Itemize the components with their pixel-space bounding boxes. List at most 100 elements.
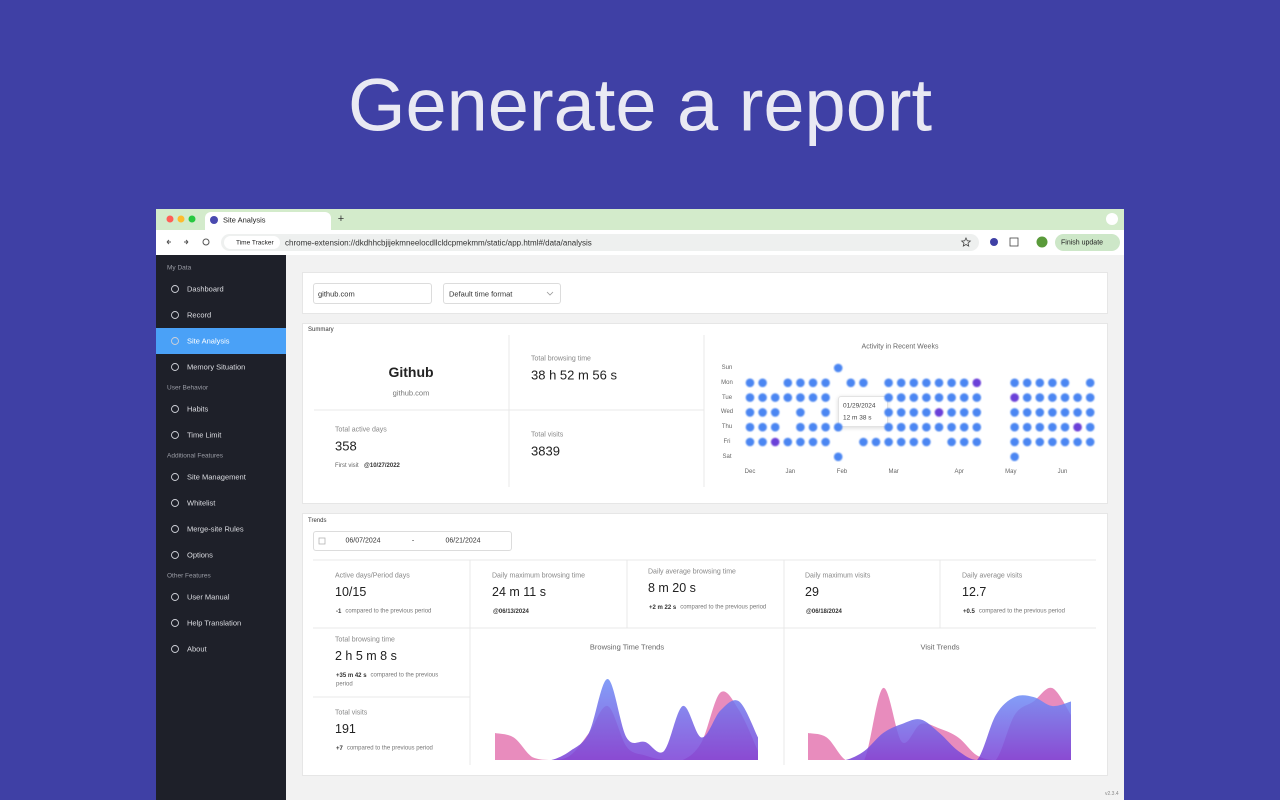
sidebar-group-label: Other Features <box>167 572 211 580</box>
sidebar-item[interactable]: Record <box>187 310 212 320</box>
month-label: Mar <box>888 469 899 475</box>
sidebar-item[interactable]: Help Translation <box>187 618 242 628</box>
day-label: Sun <box>721 365 733 371</box>
date-range[interactable] <box>313 531 512 551</box>
sidebar-item[interactable]: Options <box>187 550 213 560</box>
stat-value: 3839 <box>531 443 560 459</box>
stat-value: 29 <box>805 585 819 599</box>
day-label: Tue <box>721 394 733 401</box>
month-label: May <box>1005 469 1017 475</box>
version: v2.3.4 <box>1105 791 1119 797</box>
heatmap-title: Activity in Recent Weeks <box>861 343 939 351</box>
day-label: Sat <box>722 453 732 460</box>
sidebar-group-label: User Behavior <box>167 384 209 392</box>
stat-note: compared to the previous period <box>336 672 439 688</box>
summary-card <box>302 323 1108 504</box>
stat-delta: +2 m 22 s <box>649 605 677 611</box>
sidebar-item[interactable]: Merge-site Rules <box>187 524 244 534</box>
sidebar-item[interactable]: Site Management <box>187 472 246 482</box>
stat-note: compared to the previous period <box>680 604 767 611</box>
section-label: Trends <box>308 518 327 524</box>
url: chrome-extension://dkdhhcbjijekmneelocdl… <box>285 238 592 247</box>
month-label: Feb <box>836 469 848 475</box>
chart-title: Browsing Time Trends <box>589 642 665 652</box>
trends-card <box>302 513 1108 776</box>
stat-label: Total visits <box>531 431 564 439</box>
month-label: Dec <box>744 469 756 475</box>
stat-note: compared to the previous period <box>978 608 1065 615</box>
new-tab[interactable]: + <box>337 213 345 225</box>
site-chip <box>224 236 280 249</box>
day-label: Mon <box>721 379 733 386</box>
day-label: Thu <box>721 424 733 431</box>
tooltip-date: 01/29/2024 <box>843 402 876 410</box>
stat-delta: @06/13/2024 <box>493 609 529 615</box>
headline: Generate a report <box>347 63 933 147</box>
day-label: Fri <box>723 439 731 445</box>
stat-label: Daily average browsing time <box>648 568 736 576</box>
range-separator: - <box>411 537 415 545</box>
tab[interactable] <box>205 212 331 230</box>
sidebar-item[interactable]: Time Limit <box>187 430 222 440</box>
stat-label: Total browsing time <box>335 636 395 644</box>
chart-title: Visit Trends <box>920 642 960 652</box>
range-end: 06/21/2024 <box>445 537 481 545</box>
site-chip-label: Time Tracker <box>236 239 274 246</box>
stat-note: compared to the previous period <box>345 608 432 615</box>
sidebar-group-label: My Data <box>167 264 192 272</box>
stat-label: Daily average visits <box>962 572 1023 580</box>
stat-value: 191 <box>335 722 356 736</box>
stat-note: First visit <box>335 463 359 469</box>
stat-note-value: @10/27/2022 <box>364 463 400 469</box>
format-select[interactable] <box>443 283 561 304</box>
sidebar-item[interactable]: Whitelist <box>187 498 216 508</box>
stat-note: compared to the previous period <box>346 745 433 752</box>
filter-card <box>302 272 1108 314</box>
tooltip-time: 12 m 38 s <box>843 414 872 422</box>
stat-value: 358 <box>335 438 357 454</box>
stat-delta: @06/18/2024 <box>806 609 842 615</box>
range-start: 06/07/2024 <box>345 537 381 545</box>
sidebar-item[interactable]: Dashboard <box>187 284 224 294</box>
stat-label: Daily maximum visits <box>805 572 871 580</box>
site-select[interactable] <box>313 283 432 304</box>
month-label: Jun <box>1057 469 1068 475</box>
sidebar-item[interactable]: Memory Situation <box>187 362 246 372</box>
omnibox[interactable] <box>221 234 979 251</box>
update-label: Finish update <box>1061 239 1104 246</box>
site-host: github.com <box>392 388 430 398</box>
sidebar-item[interactable]: About <box>187 644 207 654</box>
stat-delta: -1 <box>336 609 342 615</box>
section-label: Summary <box>308 327 334 333</box>
tooltip <box>838 396 888 427</box>
profile-initial: V <box>1039 239 1045 246</box>
sidebar-group-label: Additional Features <box>167 452 224 460</box>
site-name: Github <box>388 364 434 380</box>
format-select-value: Default time format <box>449 289 513 298</box>
sidebar-item[interactable]: User Manual <box>187 592 230 602</box>
stat-delta: +0.5 <box>963 609 975 615</box>
sidebar-item[interactable]: Site Analysis <box>187 336 230 346</box>
stat-value: 2 h 5 m 8 s <box>335 649 397 663</box>
stat-label: Total browsing time <box>531 355 591 363</box>
tab-bar <box>156 209 1124 230</box>
stat-delta: +35 m 42 s <box>336 673 367 679</box>
stat-delta: +7 <box>336 746 343 752</box>
month-label: Jan <box>785 469 796 475</box>
stat-label: Total active days <box>335 426 387 434</box>
month-label: Apr <box>954 469 964 475</box>
stat-value: 24 m 11 s <box>492 585 546 599</box>
stat-label: Active days/Period days <box>335 572 410 580</box>
day-label: Wed <box>720 409 734 416</box>
stat-value: 38 h 52 m 56 s <box>531 367 617 383</box>
stat-label: Daily maximum browsing time <box>492 572 585 580</box>
site-select-value: github.com <box>318 289 355 298</box>
sidebar-item[interactable]: Habits <box>187 404 209 414</box>
stat-label: Total visits <box>335 709 368 717</box>
stat-value: 10/15 <box>335 585 367 599</box>
stat-value: 8 m 20 s <box>648 581 696 595</box>
stat-value: 12.7 <box>962 585 987 599</box>
update-button[interactable] <box>1055 234 1120 251</box>
tab-title: Site Analysis <box>223 215 266 225</box>
